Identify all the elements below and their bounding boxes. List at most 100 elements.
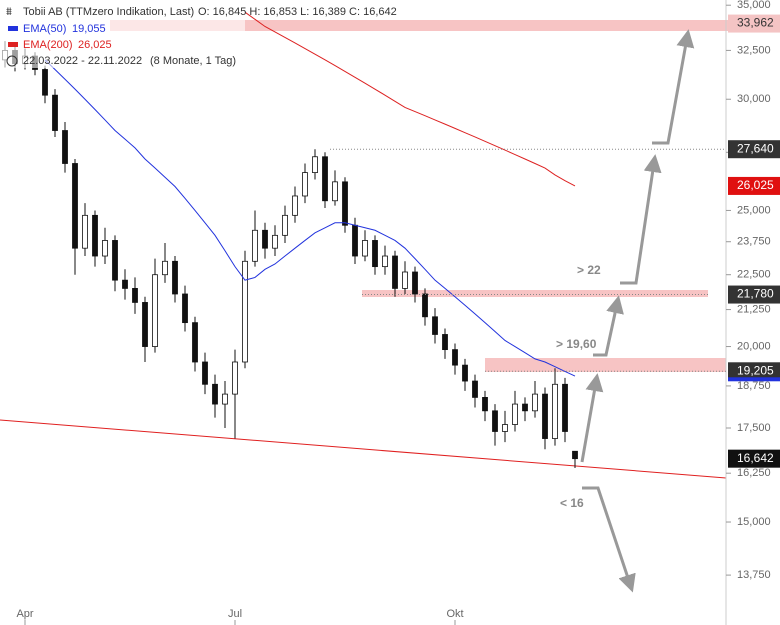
arrows: [580, 29, 695, 593]
candle-body: [542, 393, 548, 439]
period: (8 Monate, 1 Tag): [150, 55, 236, 67]
annotation: > 22: [577, 263, 601, 277]
candle-body: [222, 393, 228, 405]
candle-body: [392, 255, 398, 289]
legend-value: 19,055: [72, 23, 106, 35]
legend-value: 26,025: [78, 39, 112, 51]
candle-body: [452, 349, 458, 366]
candle-body: [162, 260, 168, 276]
level-marker: [728, 140, 780, 159]
candle-body: [252, 229, 258, 262]
candle-body: [102, 240, 108, 257]
level-marker: [728, 14, 780, 33]
candle-body: [232, 361, 238, 395]
candle-body: [112, 240, 118, 281]
y-tick-label: 21,250: [737, 303, 771, 315]
candle-body: [522, 403, 528, 412]
legend-swatch: [8, 42, 18, 47]
candle-body: [132, 288, 138, 303]
candle-body: [72, 163, 78, 249]
y-tick-label: 23,750: [737, 236, 771, 248]
candle-body: [332, 181, 338, 202]
level-label: 16,642: [737, 451, 774, 465]
y-tick-label: 30,000: [737, 93, 771, 105]
candle-body: [82, 214, 88, 249]
candle-body: [172, 260, 178, 295]
candle-body: [42, 69, 48, 96]
x-tick-label: Jul: [228, 608, 242, 620]
candle-body: [262, 229, 268, 249]
legend: ⩩ Tobii AB (TTMzero Indikation, Last) O:…: [0, 0, 397, 68]
candle-body: [382, 255, 388, 268]
y-tick-label: 16,250: [737, 467, 771, 479]
level-accent: [728, 377, 780, 382]
candle-body: [272, 234, 278, 249]
clock-icon: [6, 55, 18, 67]
y-tick-label: 20,000: [737, 340, 771, 352]
y-tick-label: 35,000: [737, 0, 771, 11]
legend-swatch: [8, 26, 18, 31]
annotation: > 19,60: [556, 337, 597, 351]
candle-body: [142, 302, 148, 347]
level-marker: [728, 362, 780, 381]
y-tick-label: 15,000: [737, 516, 771, 528]
candle-body: [462, 364, 468, 382]
resistance-band: [110, 20, 780, 31]
trend-line: [0, 419, 727, 479]
y-tick-label: 17,500: [737, 422, 771, 434]
resistance-band: [362, 290, 708, 297]
y-tick-label: 25,000: [737, 204, 771, 216]
candle-body: [292, 195, 298, 216]
candle-body: [152, 274, 158, 347]
level-marker: [728, 285, 780, 304]
candle-body: [512, 403, 518, 425]
annotation: < 16: [560, 496, 584, 510]
candle-body: [572, 450, 578, 460]
candle-body: [552, 383, 558, 439]
candle-body: [342, 181, 348, 226]
candle-body: [532, 393, 538, 412]
candle-body: [352, 224, 358, 257]
x-tick-label: Apr: [16, 608, 33, 620]
legend-label: EMA(200): [23, 39, 73, 51]
candle-body: [212, 383, 218, 405]
legend-bg: [0, 0, 245, 68]
level-label: 33,962: [737, 16, 774, 30]
icon: ⩩: [6, 6, 12, 18]
y-tick-label: 13,750: [737, 569, 771, 581]
level-label: 19,205: [737, 363, 774, 377]
candle-body: [502, 424, 508, 432]
candle-body: [442, 334, 448, 351]
candle-body: [472, 380, 478, 398]
title: Tobii AB (TTMzero Indikation, Last): [23, 6, 194, 18]
legend-label: EMA(50): [23, 23, 66, 35]
candle-body: [422, 293, 428, 318]
candle-body: [482, 397, 488, 412]
ema-line: [244, 11, 576, 187]
candle-body: [122, 279, 128, 289]
candle-body: [362, 240, 368, 257]
y-tick-label: 22,500: [737, 269, 771, 281]
level-label: 26,025: [737, 178, 774, 192]
resistance-band: [485, 358, 726, 372]
candle-body: [322, 156, 328, 202]
level-label: 27,640: [737, 141, 774, 155]
candle-body: [432, 316, 438, 335]
candle-body: [302, 172, 308, 197]
y-tick-label: 18,750: [737, 380, 771, 392]
x-tick-label: Okt: [446, 608, 463, 620]
ema-line: [44, 59, 576, 377]
level-label: 21,780: [737, 287, 774, 301]
candle-body: [52, 94, 58, 131]
level-marker: [728, 176, 780, 195]
candle-body: [202, 361, 208, 385]
candle-body: [192, 322, 198, 363]
candle-body: [402, 271, 408, 289]
y-tick-label: 32,500: [737, 44, 771, 56]
candle-body: [62, 130, 68, 164]
candle-body: [412, 271, 418, 295]
candle-body: [372, 240, 378, 268]
candle-body: [562, 383, 568, 432]
candle-body: [282, 214, 288, 236]
